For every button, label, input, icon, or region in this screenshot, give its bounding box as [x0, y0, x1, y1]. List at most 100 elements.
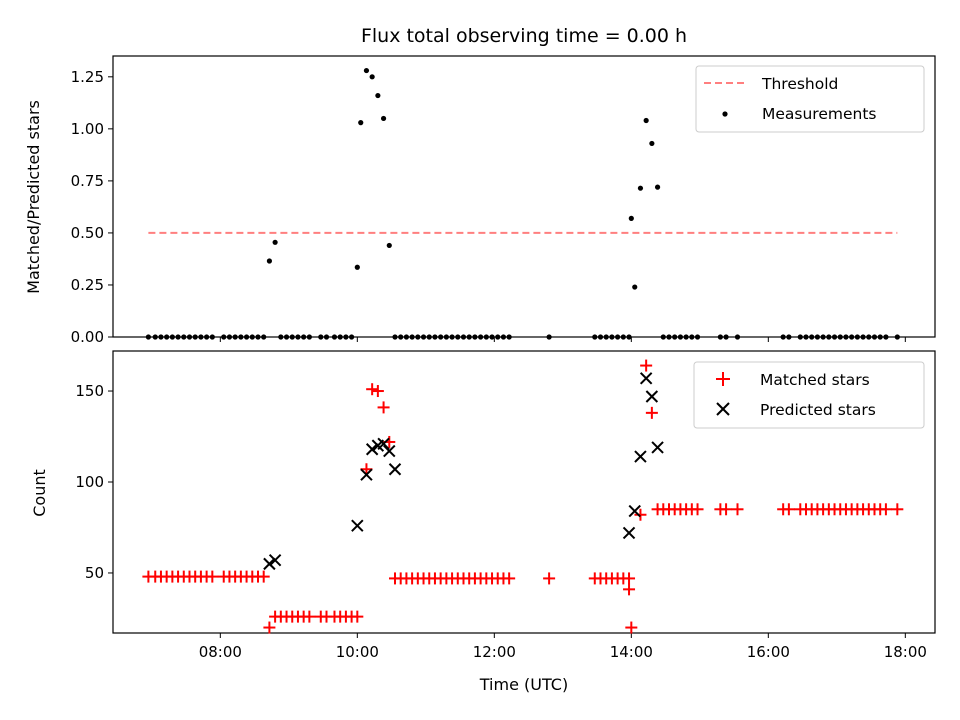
measurement-point — [392, 334, 398, 340]
legend-measurements-swatch — [722, 111, 728, 117]
predicted-star-point — [268, 554, 282, 567]
matched-star-point — [891, 503, 904, 516]
legend-predicted-swatch — [716, 402, 730, 416]
measurement-point — [689, 334, 695, 340]
measurement-point — [694, 334, 701, 340]
measurement-point — [677, 334, 684, 340]
matched-star-point — [731, 503, 744, 516]
measurement-point — [649, 140, 655, 147]
bottom-y-ticks: 50 100 150 — [75, 382, 113, 582]
bottom-x-tick-label: 18:00 — [884, 643, 927, 661]
measurement-point — [672, 334, 678, 340]
measurement-point — [603, 334, 609, 340]
top-y-tick-label: 0.00 — [71, 328, 104, 346]
measurement-point — [415, 334, 421, 340]
measurement-point — [255, 334, 261, 340]
predicted-star-point — [639, 372, 653, 385]
measurement-point — [483, 334, 489, 340]
matched-star-point — [879, 503, 892, 516]
measurement-point — [849, 334, 855, 340]
measurements-series — [145, 67, 900, 340]
predicted-star-point — [360, 468, 373, 481]
legend-measurements-label: Measurements — [762, 105, 877, 123]
measurement-point — [609, 334, 615, 340]
measurement-point — [204, 334, 210, 340]
measurement-point — [723, 334, 729, 340]
measurement-point — [628, 215, 634, 221]
measurement-point — [331, 334, 338, 340]
measurement-point — [455, 334, 461, 340]
legend-matched-swatch — [716, 372, 730, 386]
measurement-point — [438, 334, 444, 340]
predicted-star-point — [622, 526, 636, 540]
measurement-point — [478, 334, 484, 340]
measurement-point — [323, 334, 330, 340]
top-y-tick-label: 0.25 — [71, 276, 104, 294]
figure-title: Flux total observing time = 0.00 h — [361, 25, 687, 47]
measurement-point — [626, 334, 632, 340]
measurement-point — [597, 334, 604, 340]
measurement-point — [632, 284, 638, 290]
matched-star-point — [257, 570, 270, 583]
matched-star-point — [634, 508, 647, 521]
measurement-point — [871, 334, 878, 340]
measurement-point — [249, 334, 255, 340]
measurement-point — [420, 334, 427, 340]
measurement-point — [354, 264, 360, 270]
measurement-point — [615, 334, 621, 340]
measurement-point — [786, 334, 792, 340]
bottom-legend: Matched stars Predicted stars — [693, 361, 925, 429]
top-y-tick-label: 1.00 — [71, 120, 104, 138]
top-legend-box — [695, 65, 925, 133]
predicted-star-point — [383, 444, 396, 458]
bottom-x-axis-label: Time (UTC) — [479, 675, 568, 694]
measurement-point — [289, 334, 295, 340]
top-y-tick-label: 0.75 — [71, 172, 104, 190]
measurement-point — [495, 334, 501, 340]
measurement-point — [181, 334, 187, 340]
bottom-y-axis-label: Count — [30, 469, 49, 517]
measurement-point — [803, 334, 809, 340]
measurement-point — [826, 334, 832, 340]
measurement-point — [337, 334, 343, 340]
measurement-point — [278, 334, 284, 340]
measurement-point — [854, 334, 860, 340]
measurement-point — [318, 334, 324, 340]
measurement-point — [186, 334, 193, 340]
measurement-point — [500, 334, 507, 340]
measurement-point — [643, 117, 649, 124]
measurement-point — [349, 334, 355, 340]
bottom-plot-area — [112, 350, 936, 634]
matched-star-point — [645, 406, 658, 419]
measurement-point — [432, 334, 438, 340]
measurement-point — [449, 334, 455, 340]
measurement-point — [386, 242, 392, 249]
matched-star-point — [503, 572, 516, 585]
top-y-ticks: 0.00 0.25 0.50 0.75 1.00 1.25 — [71, 68, 113, 346]
measurement-point — [403, 334, 410, 340]
measurement-point — [820, 334, 826, 340]
top-panel: Matched/Predicted stars 0.00 0.25 0.50 0.75… — [24, 55, 936, 346]
legend-predicted-label: Predicted stars — [760, 401, 876, 419]
measurement-point — [409, 334, 415, 340]
matched-star-point — [366, 383, 379, 396]
measurement-point — [232, 334, 238, 340]
measurement-point — [683, 334, 689, 340]
measurement-point — [221, 334, 227, 340]
matched-star-point — [543, 572, 556, 585]
legend-matched-label: Matched stars — [760, 371, 870, 389]
legend-threshold-label: Threshold — [761, 75, 838, 93]
matched-stars-series — [142, 359, 904, 634]
top-y-axis-label: Matched/Predicted stars — [24, 100, 43, 294]
measurement-point — [814, 334, 821, 340]
measurement-point — [343, 334, 349, 340]
measurement-point — [295, 334, 301, 340]
measurement-point — [860, 334, 866, 340]
predicted-star-point — [651, 441, 664, 454]
measurement-point — [877, 334, 883, 340]
top-y-tick-label: 1.25 — [71, 68, 104, 86]
measurement-point — [363, 67, 370, 74]
matched-star-point — [377, 401, 390, 414]
measurement-point — [145, 334, 151, 340]
